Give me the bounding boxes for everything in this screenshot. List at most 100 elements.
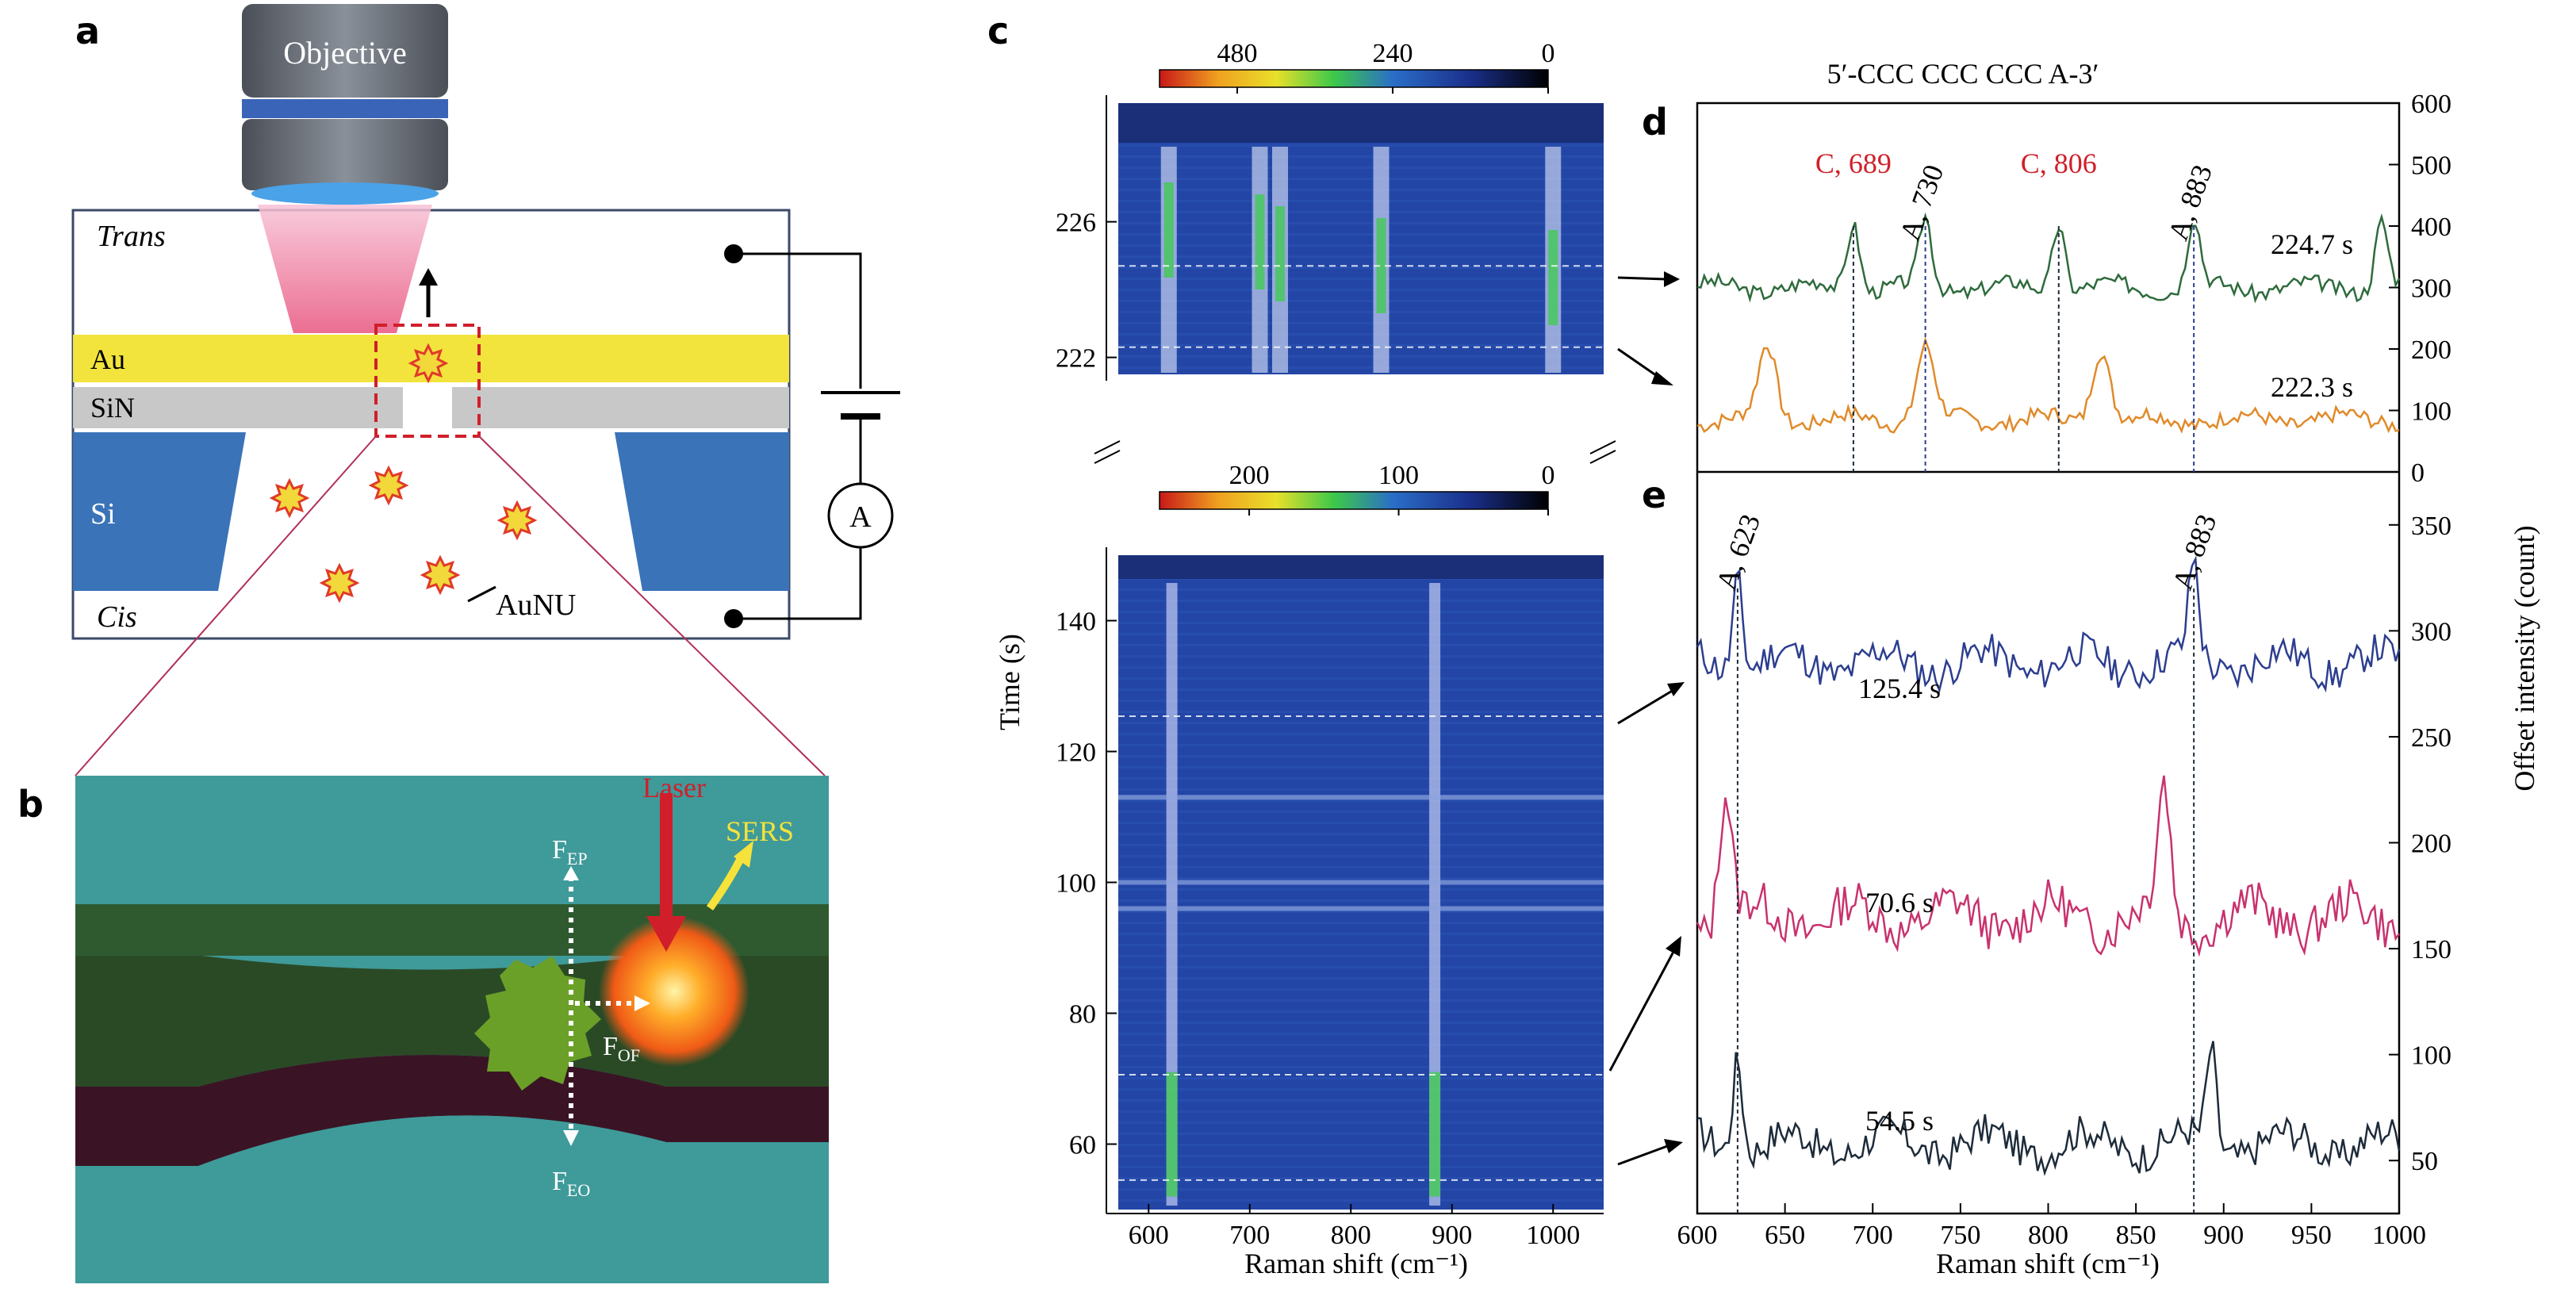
force-ep-main: F [552,835,567,865]
au-label: Au [90,343,125,375]
panel-b: b Laser SERS FEP FOF FEO [17,772,829,1283]
panel-label-d: d [1642,101,1668,144]
electrical-circuit: A [724,244,900,628]
heatmap-x-label: Raman shift (cm⁻¹) [1244,1248,1468,1279]
axis-break-mark-4 [1589,450,1616,464]
panel-label-a: a [75,10,100,52]
heatmap-hotspot [1376,218,1386,313]
heatmap-hotspot [1163,182,1174,278]
force-eo-arrow-head [563,1130,579,1146]
colorbar-tick-label: 0 [1542,461,1555,490]
aunu-label: AuNU [496,589,576,622]
cis-label: Cis [97,600,137,634]
x-tick-label: 700 [1853,1221,1893,1250]
y-tick-label: 200 [2411,830,2451,859]
y-tick-label: 50 [2411,1147,2438,1176]
panel-d-e: d e 5′-CCC CCC CCC A-3′ 0100200300400500… [1642,58,2540,1279]
aunu-particle [420,554,461,596]
zoom-region-box [374,324,481,438]
link-arrow-2 [1617,347,1662,381]
heatmap-y-label: Time (s) [994,634,1025,730]
y-tick-label: 500 [2411,151,2451,181]
force-of-arrow-head [634,995,650,1011]
force-of-sub: OF [618,1045,640,1065]
y-tick-label: 200 [2411,336,2451,365]
y-tick-label: 100 [1056,869,1096,899]
layer-dark-body [75,1055,829,1166]
laser-arrow-head [646,916,686,952]
x-tick-label: 900 [1432,1221,1472,1250]
heatmap-band [1166,583,1178,1206]
panel-d-title: 5′-CCC CCC CCC A-3′ [1827,58,2099,90]
y-tick-label: 100 [2411,397,2451,427]
sers-arrow [706,854,746,911]
y-tick-label: 100 [2411,1041,2451,1071]
x-tick-label: 700 [1229,1221,1270,1250]
objective-label: Objective [283,35,407,71]
link-arrow-1-head [1664,271,1680,287]
colorbar-tick-label: 200 [1229,461,1270,490]
x-tick-label: 1000 [2372,1221,2426,1250]
y-tick-label: 226 [1056,209,1096,238]
panel-d-y-ticks: 0 100 200 300 400 500 600 [2389,90,2451,488]
colorbar-tick-label: 240 [1373,39,1413,68]
y-tick-label: 150 [2411,935,2451,964]
axis-break-mark-3 [1589,440,1616,454]
link-arrow-4-head [1666,936,1681,957]
y-tick-label: 222 [1056,344,1096,374]
peak-annotation: A, 623 [1710,510,1766,594]
force-of-label: FOF [603,1032,640,1065]
peak-annotation: C, 689 [1815,148,1892,179]
peak-marker-lines [1736,226,2195,1214]
colorbar-bottom-ticks: 200 100 0 [1229,461,1555,516]
axis-break-gap [1098,381,1116,547]
heatmap-hotspot [1548,230,1558,325]
heatmap-band [1429,583,1441,1206]
heatmap-hotspot [1429,1072,1441,1197]
force-eo-label: FEO [552,1167,590,1200]
heatmap-top [1118,103,1604,374]
circuit-wire-top [734,252,862,389]
x-tick-label: 600 [1129,1221,1169,1250]
aunu-particle-3d [474,956,601,1091]
y-tick-label: 120 [1056,738,1096,768]
colorbar-bottom [1159,491,1549,510]
ammeter-label: A [849,500,872,534]
heatmap-top-bands [1160,147,1562,373]
axis-break-mark-2 [1094,450,1121,464]
trans-label: Trans [97,220,166,253]
panel-e-x-ticks: 600 650 700 750 800 850 900 950 1000 [1677,1203,2426,1250]
heatmap-bottom-header [1118,555,1604,579]
spectra-y-label: Offset intensity (count) [2509,525,2540,791]
aunu-pointer [467,585,496,603]
y-tick-label: 400 [2411,213,2451,242]
link-arrow-3 [1617,688,1674,725]
laser-beam [258,205,432,333]
heatmap-y-ticks: 222 226 60 80 100 120 140 [1056,209,1117,1160]
x-tick-label: 850 [2116,1221,2156,1250]
sers-label: SERS [726,815,794,847]
peak-annotations: C, 689 A, 730 C, 806 A, 883 A, 623 A, 883 [1710,148,2222,594]
force-ep-sub: EP [567,849,588,868]
laser-label: Laser [642,772,706,803]
y-tick-label: 60 [1069,1131,1096,1160]
aunu-particle [319,562,360,604]
link-arrow-5 [1617,1144,1670,1166]
link-arrow-5-head [1664,1139,1683,1153]
link-arrow-2-head [1651,371,1673,385]
heatmap-hotspot [1275,206,1285,301]
y-tick-label: 300 [2411,617,2451,646]
translocation-arrow-head [419,268,438,286]
panel-e-y-ticks: 50 100 150 200 250 300 350 [2389,512,2451,1176]
force-of-main: F [603,1032,618,1061]
x-tick-label: 800 [1331,1221,1371,1250]
x-tick-label: 650 [1765,1221,1805,1250]
force-ep-label: FEP [552,835,588,868]
y-tick-label: 80 [1069,1000,1096,1030]
aunu-particle [408,343,449,384]
panel-label-c: c [987,10,1009,52]
link-arrows [1608,271,1685,1166]
aunu-particle [368,465,409,506]
